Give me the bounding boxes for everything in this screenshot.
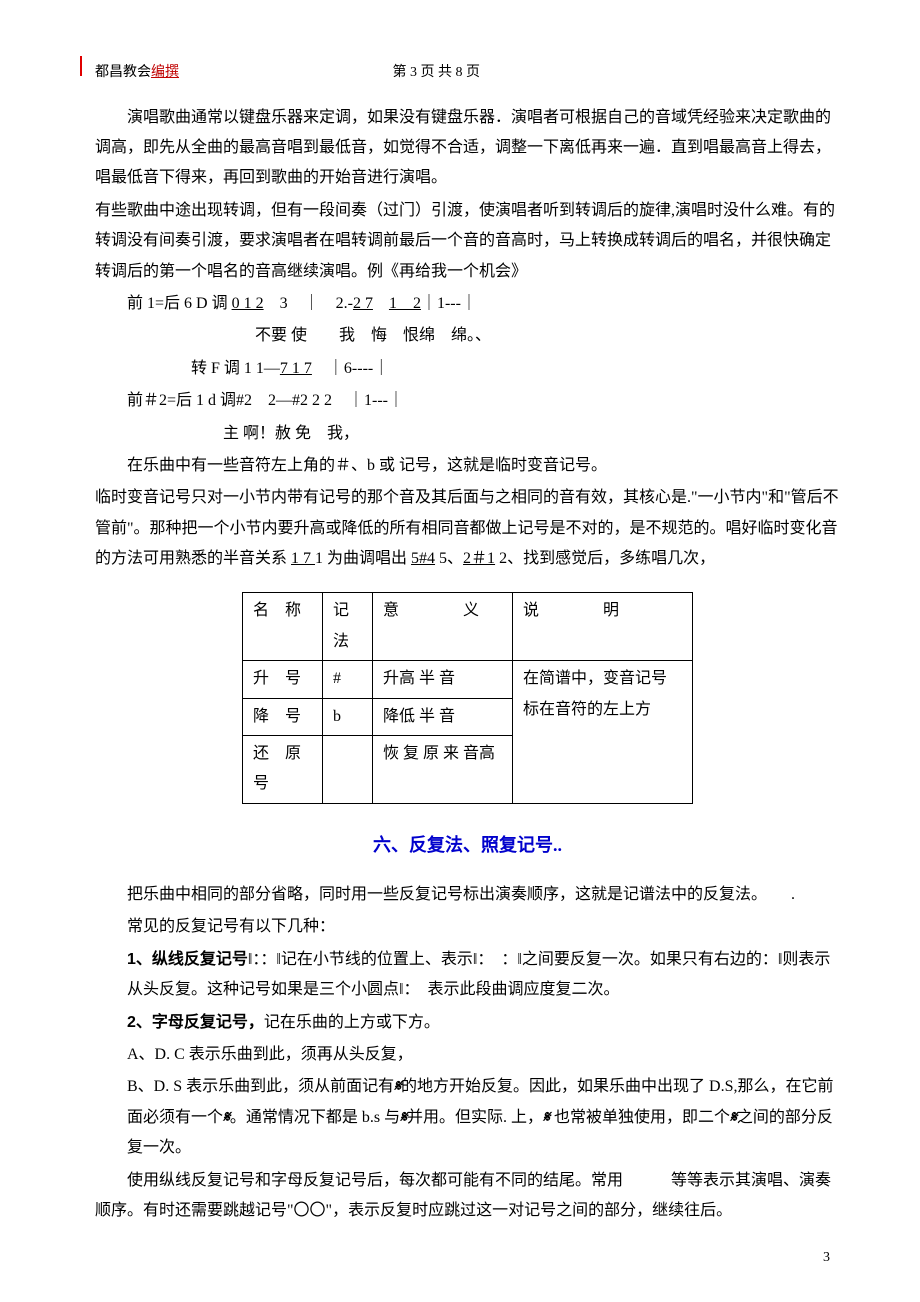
- td-flat-name: 降 号: [243, 698, 323, 735]
- revision-bar: [80, 56, 82, 76]
- paragraph-1: 演唱歌曲通常以键盘乐器来定调，如果没有键盘乐器．演唱者可根据自己的音域凭经验来决…: [95, 103, 840, 194]
- td-note: 在简谱中，变音记号标在音符的左上方: [513, 661, 693, 804]
- table-row: 升 号 # 升高 半 音 在简谱中，变音记号标在音符的左上方: [243, 661, 693, 698]
- s6-p4-text: 记在乐曲的上方或下方。: [264, 1014, 440, 1031]
- p4-d: 2、找到感觉后，多练唱几次，: [495, 550, 715, 567]
- table-row: 名 称 记法 意 义 说 明: [243, 593, 693, 661]
- paragraph-3: 在乐曲中有一些音符左上角的＃、b 或 记号，这就是临时变音记号。: [95, 451, 840, 481]
- th-meaning: 意 义: [373, 593, 513, 661]
- ml3-a: 转 F 调 1 1—: [191, 360, 280, 377]
- p4-b: 1 为曲调唱出: [315, 550, 411, 567]
- s6-p6-a: B、D. S 表示乐曲到此，须从前面记有: [127, 1078, 394, 1095]
- p4-u1: 1 7: [291, 550, 315, 567]
- th-desc: 说 明: [513, 593, 693, 661]
- header-page-count: 第 3 页 共 8 页: [393, 60, 481, 87]
- s6-p7: 使用纵线反复记号和字母反复记号后，每次都可能有不同的结尾。常用 等等表示其演唱、…: [95, 1166, 840, 1227]
- header-red-text: 编撰: [151, 65, 179, 80]
- segno-icon: 𝄋: [223, 1109, 230, 1126]
- th-notation: 记法: [323, 593, 373, 661]
- p4-u2: 5#4: [411, 550, 435, 567]
- header-source: 都昌教会编撰: [95, 65, 183, 80]
- td-flat-mean: 降低 半 音: [373, 698, 513, 735]
- music-line-2: 不要 使 我 悔 恨绵 绵。、: [255, 321, 840, 351]
- ml1-u1: 0 1 2: [232, 295, 264, 312]
- s6-p6-c: 。通常情况下都是 b.s 与: [230, 1109, 400, 1126]
- segno-icon: 𝄋: [400, 1109, 407, 1126]
- music-line-1: 前 1=后 6 D 调 0 1 2 3 ｜ 2.-2 7 1 2｜1---｜: [127, 289, 840, 319]
- ml1-c: [373, 295, 389, 312]
- paragraph-2: 有些歌曲中途出现转调，但有一段间奏（过门）引渡，使演唱者听到转调后的旋律,演唱时…: [95, 196, 840, 287]
- segno-icon: 𝄋: [543, 1109, 550, 1126]
- s6-p6-e: 也常被单独使用，即二个: [550, 1109, 730, 1126]
- td-natural-mean: 恢 复 原 来 音高: [373, 736, 513, 804]
- segno-icon: 𝄋: [394, 1078, 401, 1095]
- s6-p2: 常见的反复记号有以下几种：: [95, 912, 840, 942]
- td-flat-sym: b: [323, 698, 373, 735]
- th-name: 名 称: [243, 593, 323, 661]
- segno-icon: 𝄋: [730, 1109, 737, 1126]
- s6-p6: B、D. S 表示乐曲到此，须从前面记有𝄋的地方开始反复。因此，如果乐曲中出现了…: [127, 1072, 840, 1163]
- ml3-b: ｜6----｜: [312, 360, 389, 377]
- s6-p4: 2、字母反复记号，记在乐曲的上方或下方。: [127, 1008, 840, 1038]
- header-prefix: 都昌教会: [95, 65, 151, 80]
- p4-u3: 2＃1: [463, 550, 495, 567]
- s6-p6-d: 并用。但实际. 上，: [407, 1109, 543, 1126]
- td-sharp-sym: #: [323, 661, 373, 698]
- page-number: 3: [823, 1245, 830, 1272]
- ml1-u3: 1 2: [389, 295, 421, 312]
- ml1-u2: 2 7: [353, 295, 373, 312]
- td-natural-name: 还 原号: [243, 736, 323, 804]
- td-sharp-name: 升 号: [243, 661, 323, 698]
- td-sharp-mean: 升高 半 音: [373, 661, 513, 698]
- s6-p1: 把乐曲中相同的部分省略，同时用一些反复记号标出演奏顺序，这就是记谱法中的反复法。…: [95, 880, 840, 910]
- ml1-b: 3 ｜ 2.-: [264, 295, 353, 312]
- accidental-table: 名 称 记法 意 义 说 明 升 号 # 升高 半 音 在简谱中，变音记号标在音…: [242, 592, 693, 803]
- ml1-d: ｜1---｜: [421, 295, 477, 312]
- page-header: 都昌教会编撰 第 3 页 共 8 页: [95, 60, 840, 87]
- td-natural-sym: [323, 736, 373, 804]
- s6-p5: A、D. C 表示乐曲到此，须再从头反复，: [95, 1040, 840, 1070]
- p4-c: 5、: [435, 550, 463, 567]
- s6-p3: 1、纵线反复记号‖：：‖记在小节线的位置上、表示‖： ：‖之间要反复一次。如果只…: [127, 945, 840, 1006]
- paragraph-4: 临时变音记号只对一小节内带有记号的那个音及其后面与之相同的音有效，其核心是."一…: [95, 483, 840, 574]
- s6-p3-bold: 1、纵线反复记号: [127, 951, 248, 968]
- section-6-title: 六、反复法、照复记号..: [95, 828, 840, 862]
- ml3-u: 7 1 7: [280, 360, 312, 377]
- ml1-a: 前 1=后 6 D 调: [127, 295, 232, 312]
- music-line-4: 前＃2=后 1 d 调#2 2—#2 2 2 ｜1---｜: [127, 386, 840, 416]
- music-line-5: 主 啊！赦 免 我，: [223, 419, 840, 449]
- music-line-3: 转 F 调 1 1—7 1 7 ｜6----｜: [191, 354, 840, 384]
- s6-p4-bold: 2、字母反复记号，: [127, 1014, 264, 1031]
